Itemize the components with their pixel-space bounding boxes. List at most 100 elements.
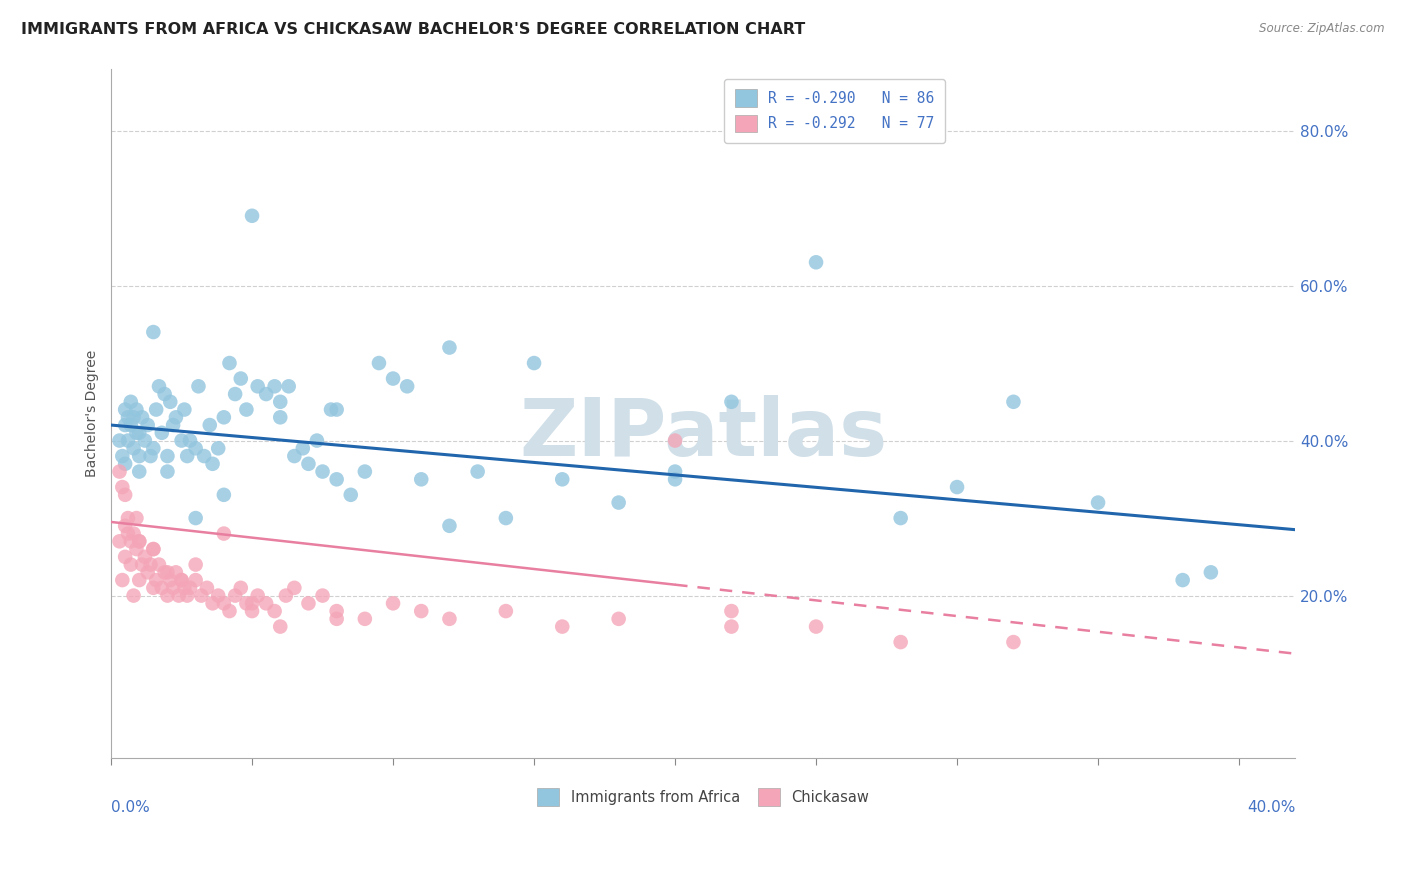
Point xyxy=(890,511,912,525)
Point xyxy=(353,612,375,626)
Point xyxy=(142,442,165,456)
Point xyxy=(167,589,190,603)
Point xyxy=(184,442,207,456)
Point xyxy=(184,511,207,525)
Point xyxy=(224,589,246,603)
Point xyxy=(170,573,193,587)
Point xyxy=(176,449,198,463)
Point xyxy=(108,465,131,479)
Point xyxy=(664,472,686,486)
Point xyxy=(240,596,263,610)
Point xyxy=(218,356,240,370)
Point xyxy=(551,619,574,633)
Text: Source: ZipAtlas.com: Source: ZipAtlas.com xyxy=(1260,22,1385,36)
Point xyxy=(156,566,179,580)
Point xyxy=(1199,566,1222,580)
Point xyxy=(139,449,162,463)
Point xyxy=(720,619,742,633)
Point xyxy=(297,596,319,610)
Point xyxy=(269,394,291,409)
Point xyxy=(325,402,347,417)
Point xyxy=(162,581,184,595)
Point xyxy=(165,566,187,580)
Point xyxy=(319,402,342,417)
Point xyxy=(114,518,136,533)
Text: 0.0%: 0.0% xyxy=(111,800,150,814)
Text: 40.0%: 40.0% xyxy=(1247,800,1295,814)
Point xyxy=(720,394,742,409)
Point xyxy=(311,589,333,603)
Point xyxy=(325,612,347,626)
Point xyxy=(254,596,277,610)
Point xyxy=(195,581,218,595)
Point xyxy=(156,449,179,463)
Point xyxy=(246,379,269,393)
Point xyxy=(114,402,136,417)
Point xyxy=(201,596,224,610)
Point xyxy=(325,604,347,618)
Point xyxy=(128,465,150,479)
Point xyxy=(128,534,150,549)
Point xyxy=(396,379,419,393)
Point xyxy=(139,558,162,572)
Point xyxy=(325,472,347,486)
Point xyxy=(117,410,139,425)
Point xyxy=(664,434,686,448)
Point xyxy=(1002,394,1025,409)
Point xyxy=(120,418,142,433)
Point xyxy=(142,542,165,557)
Point xyxy=(207,589,229,603)
Point xyxy=(128,425,150,440)
Point xyxy=(170,434,193,448)
Point xyxy=(263,604,285,618)
Point xyxy=(111,480,134,494)
Point xyxy=(1087,495,1109,509)
Point xyxy=(946,480,969,494)
Point xyxy=(495,604,517,618)
Point xyxy=(523,356,546,370)
Point xyxy=(212,526,235,541)
Point xyxy=(159,573,181,587)
Point xyxy=(382,596,405,610)
Point xyxy=(136,566,159,580)
Point xyxy=(142,325,165,339)
Point xyxy=(120,534,142,549)
Point xyxy=(148,558,170,572)
Point xyxy=(122,442,145,456)
Point xyxy=(111,573,134,587)
Point xyxy=(198,418,221,433)
Point xyxy=(125,511,148,525)
Point xyxy=(193,449,215,463)
Point xyxy=(311,465,333,479)
Point xyxy=(305,434,328,448)
Point xyxy=(145,402,167,417)
Point xyxy=(131,558,153,572)
Point xyxy=(212,410,235,425)
Point xyxy=(439,518,461,533)
Point xyxy=(114,488,136,502)
Point xyxy=(122,526,145,541)
Point xyxy=(120,558,142,572)
Point xyxy=(411,604,433,618)
Point xyxy=(274,589,297,603)
Point xyxy=(131,410,153,425)
Point xyxy=(240,604,263,618)
Point xyxy=(125,402,148,417)
Point xyxy=(1171,573,1194,587)
Point xyxy=(269,410,291,425)
Point xyxy=(122,410,145,425)
Point xyxy=(212,488,235,502)
Point xyxy=(439,612,461,626)
Point xyxy=(277,379,299,393)
Point xyxy=(134,434,156,448)
Point xyxy=(804,619,827,633)
Point xyxy=(153,566,176,580)
Point xyxy=(269,619,291,633)
Point xyxy=(120,394,142,409)
Point xyxy=(254,387,277,401)
Point xyxy=(128,573,150,587)
Point xyxy=(607,612,630,626)
Point xyxy=(156,589,179,603)
Point xyxy=(111,449,134,463)
Point xyxy=(804,255,827,269)
